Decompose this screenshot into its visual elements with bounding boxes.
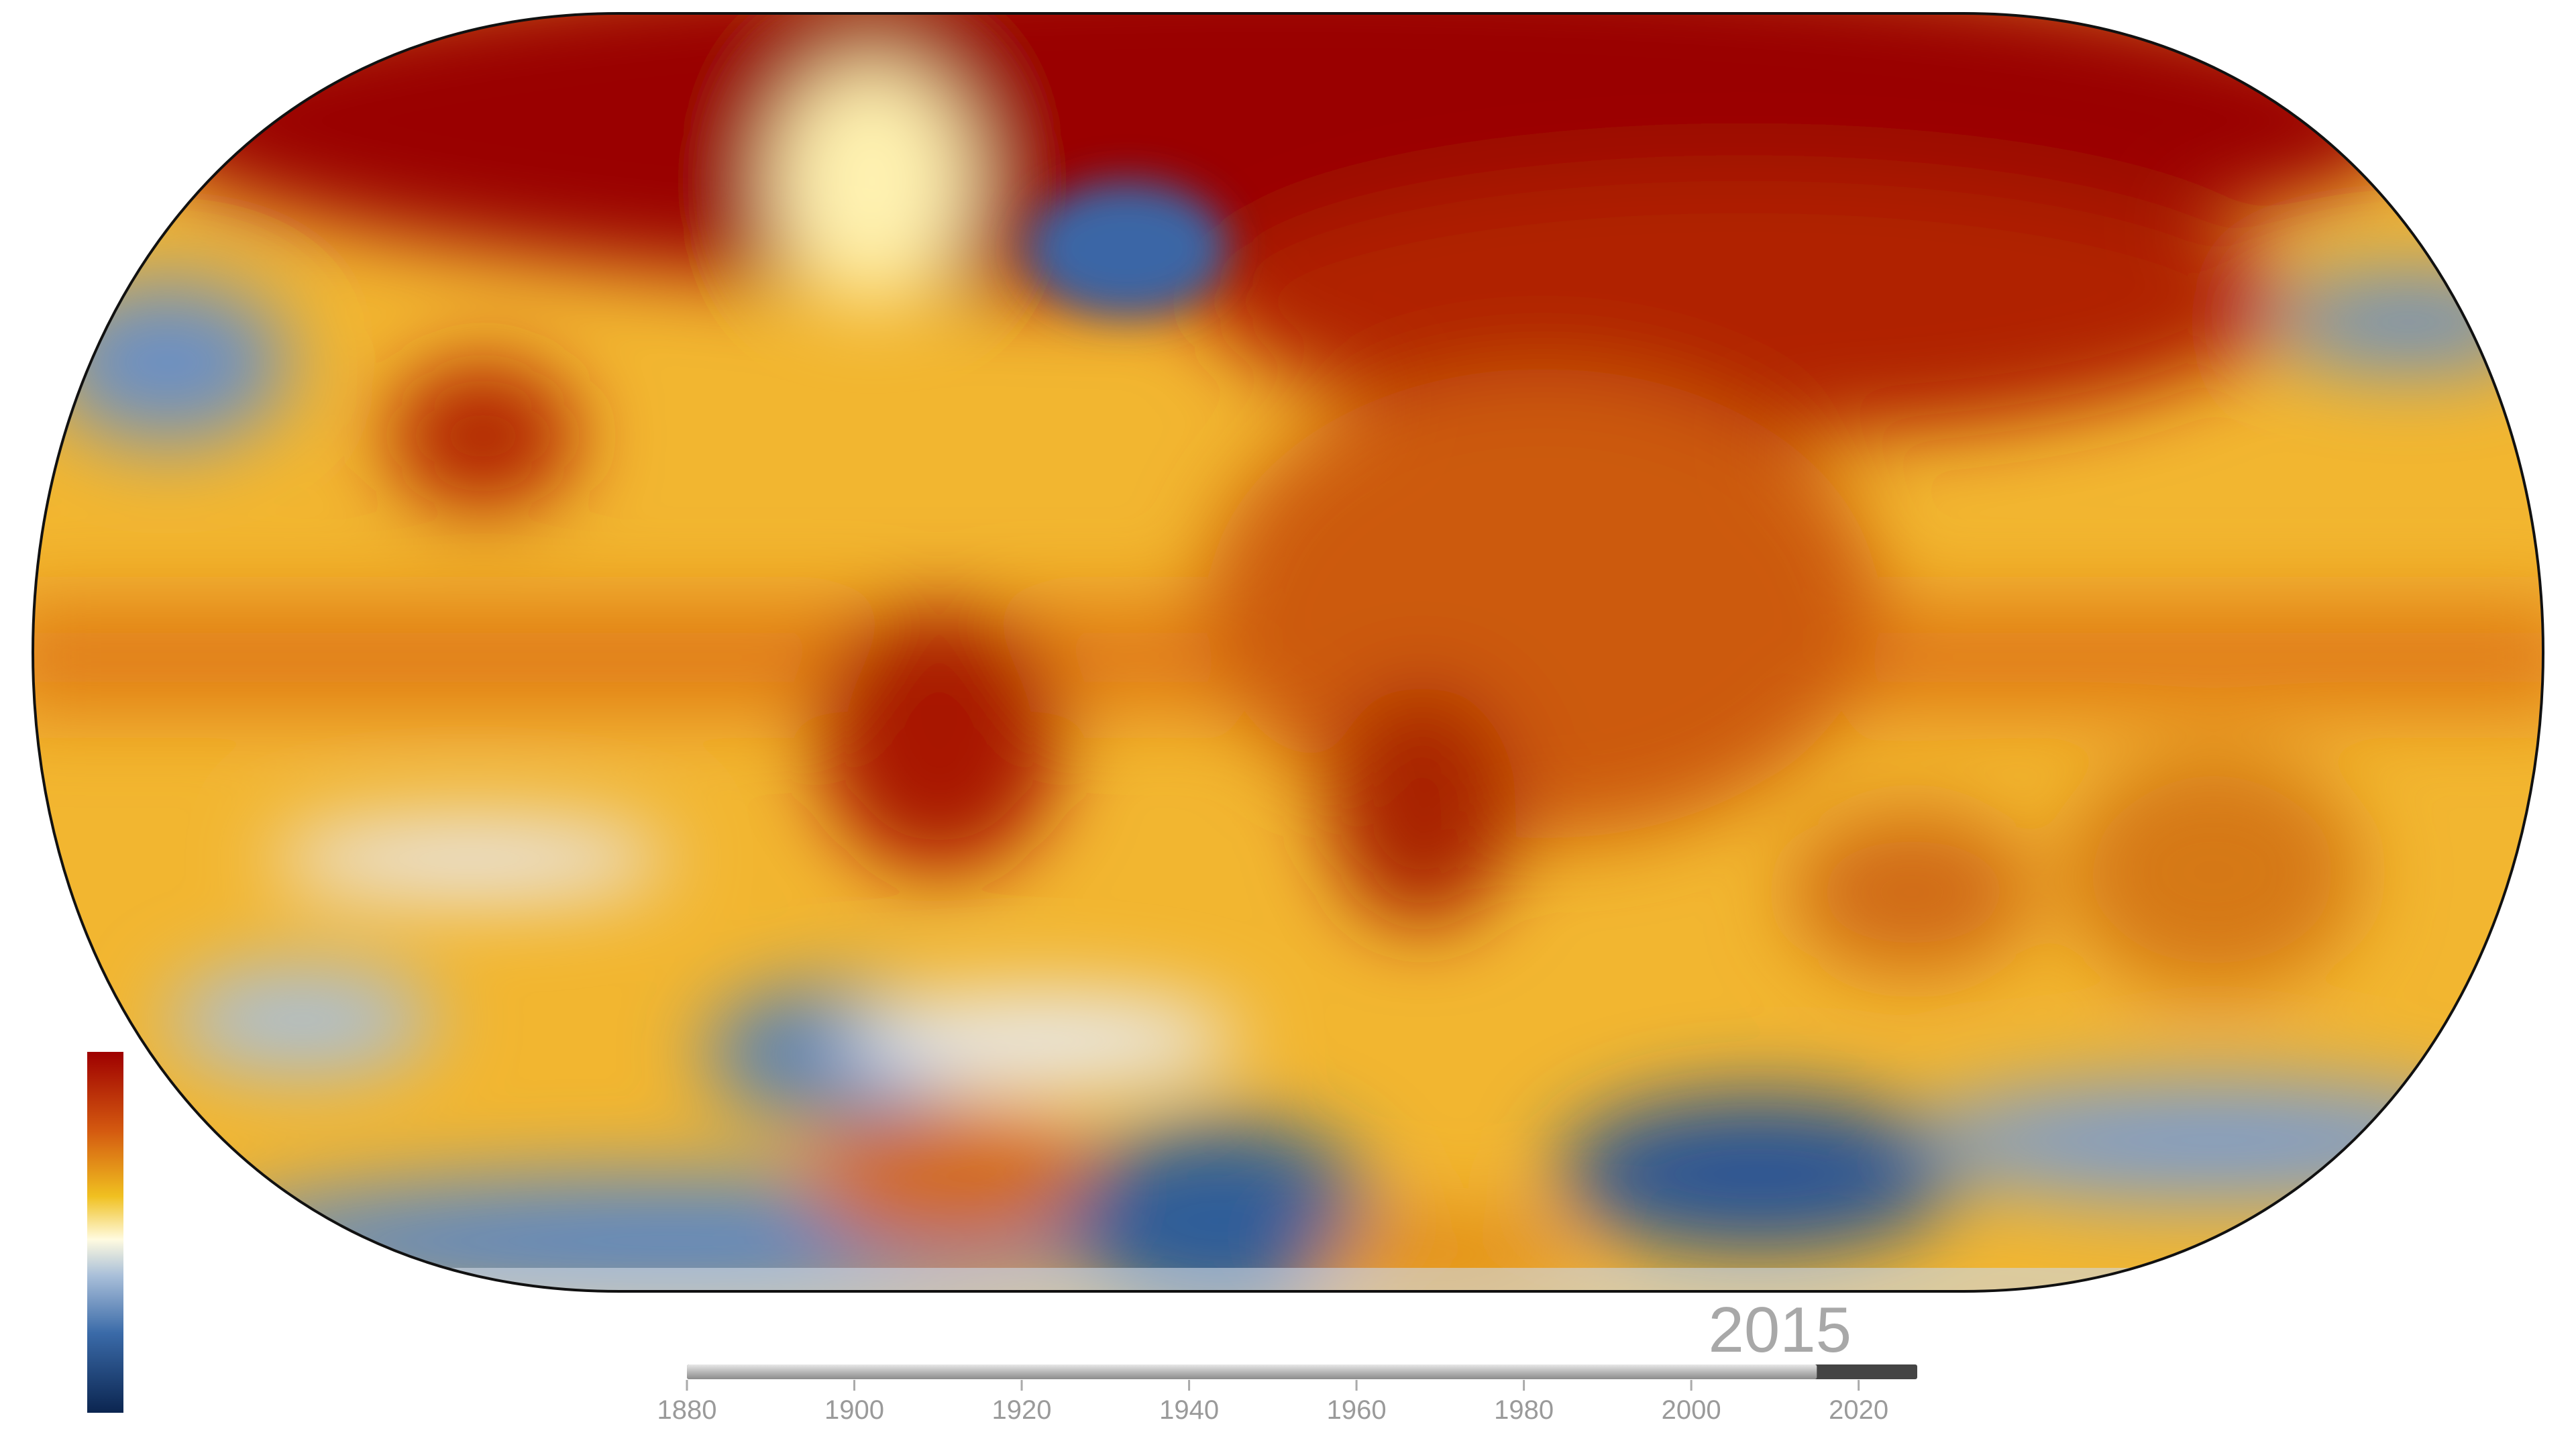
tick-label: 2000	[1662, 1395, 1721, 1425]
tick-label: 1900	[824, 1395, 884, 1425]
timeline-progress	[687, 1364, 1817, 1379]
map-outline	[31, 12, 2545, 1293]
anomaly-map	[33, 13, 2543, 1291]
tick-label: 1960	[1327, 1395, 1387, 1425]
color-scale	[87, 1052, 123, 1413]
timeline: 1880 1900 1920 1940 1960 1980 2000 2020	[657, 1364, 1917, 1425]
tick-label: 1980	[1494, 1395, 1554, 1425]
tick-label: 1940	[1159, 1395, 1219, 1425]
current-year: 2015	[1708, 1294, 1851, 1366]
tick-label: 1880	[657, 1395, 717, 1425]
tick-label: 1920	[992, 1395, 1052, 1425]
tick-label: 2020	[1829, 1395, 1888, 1425]
